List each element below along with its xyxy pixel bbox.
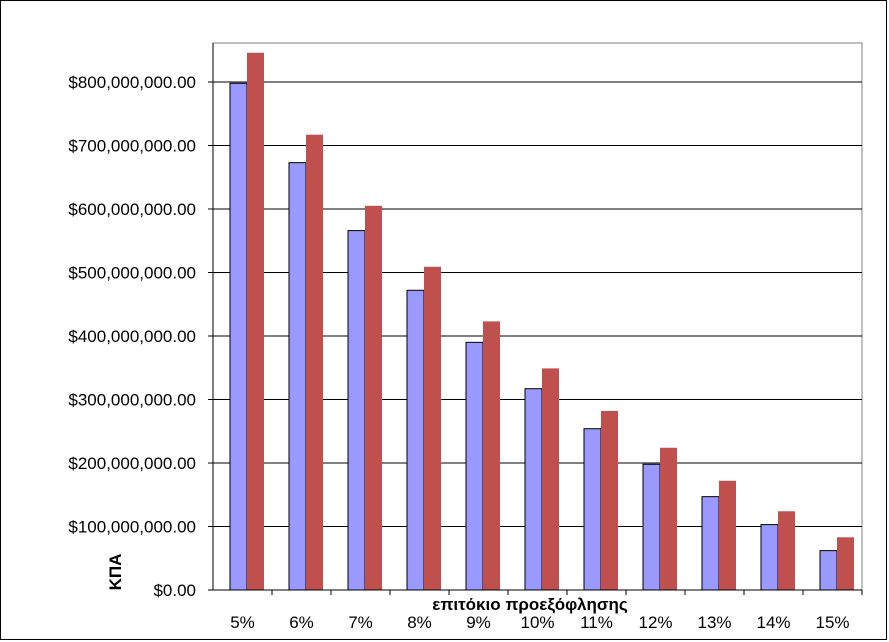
y-tick-label: $100,000,000.00 — [68, 518, 196, 537]
x-tick-label: 15% — [815, 613, 849, 632]
y-tick-label: $200,000,000.00 — [68, 454, 196, 473]
x-tick-label: 7% — [348, 613, 373, 632]
y-tick-label: $700,000,000.00 — [68, 137, 196, 156]
y-tick-label: $400,000,000.00 — [68, 327, 196, 346]
bar-series-2 — [424, 266, 441, 590]
bar-series-2 — [778, 511, 795, 590]
x-tick-labels: 5% 6% 7% 8% 9% 10% 11% 12% 13% 14% 15% — [230, 590, 863, 632]
x-tick-label: 9% — [466, 613, 491, 632]
bar-series-1 — [406, 289, 425, 591]
bars — [229, 52, 854, 591]
bar-series-2 — [306, 134, 323, 590]
x-tick-label: 8% — [407, 613, 432, 632]
bar-series-2 — [660, 447, 677, 590]
x-tick-label: 6% — [289, 613, 314, 632]
bar-series-2 — [837, 537, 854, 590]
y-tick-labels: $0.00 $100,000,000.00 $200,000,000.00 $300,… — [68, 73, 213, 600]
bar-series-1 — [347, 230, 366, 591]
y-axis-title: ΚΠΑ — [106, 554, 125, 591]
bar-series-2 — [542, 368, 559, 590]
bar-series-2 — [483, 321, 500, 590]
x-tick-label: 5% — [230, 613, 255, 632]
x-axis-title: επιτόκιο προεξόφλησης — [432, 595, 628, 614]
bar-series-1 — [524, 388, 543, 591]
x-tick-label: 11% — [580, 613, 613, 632]
y-tick-label: $800,000,000.00 — [68, 73, 196, 92]
bar-series-1 — [583, 428, 602, 591]
bar-series-1 — [288, 162, 307, 591]
y-tick-label: $0.00 — [153, 581, 196, 600]
bar-series-1 — [819, 550, 838, 591]
x-tick-label: 14% — [756, 613, 790, 632]
x-tick-label: 12% — [638, 613, 672, 632]
bar-series-1 — [701, 496, 720, 591]
bar-series-2 — [365, 205, 382, 590]
bar-series-1 — [465, 341, 484, 591]
bar-series-1 — [229, 82, 248, 591]
bar-series-2 — [601, 410, 618, 590]
y-tick-label: $300,000,000.00 — [68, 391, 196, 410]
bar-series-2 — [247, 52, 264, 591]
bar-series-1 — [642, 463, 661, 591]
x-tick-label: 10% — [520, 613, 554, 632]
x-tick-label: 13% — [697, 613, 731, 632]
y-tick-label: $600,000,000.00 — [68, 200, 196, 219]
bar-series-1 — [760, 524, 779, 591]
bar-series-2 — [719, 480, 736, 590]
y-tick-label: $500,000,000.00 — [68, 264, 196, 283]
